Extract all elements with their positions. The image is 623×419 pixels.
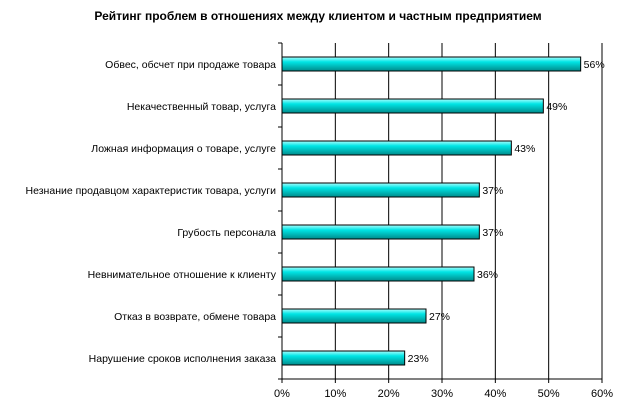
bar [281, 56, 582, 72]
category-label: Некачественный товар, услуга [127, 101, 276, 113]
chart-title: Рейтинг проблем в отношениях между клиен… [94, 9, 541, 23]
x-tick-label: 50% [538, 388, 560, 400]
category-labels: Обвес, обсчет при продаже товара Некачест… [26, 59, 277, 365]
x-tick-label: 10% [324, 388, 346, 400]
x-tick-label: 30% [431, 388, 453, 400]
category-label: Незнание продавцом характеристик товара,… [26, 185, 277, 197]
category-label: Обвес, обсчет при продаже товара [105, 59, 276, 71]
value-label: 36% [477, 269, 498, 281]
x-tick-label: 0% [274, 388, 290, 400]
value-label: 37% [482, 227, 503, 239]
bar [281, 140, 512, 156]
category-label: Отказ в возврате, обмене товара [114, 311, 276, 323]
bar [281, 98, 544, 114]
x-tick-labels: 0% 10% 20% 30% 40% 50% 60% [274, 388, 613, 400]
x-tick-label: 20% [378, 388, 400, 400]
category-label: Ложная информация о товаре, услуге [91, 143, 276, 155]
gridlines [281, 43, 603, 379]
value-label: 27% [429, 311, 450, 323]
bar [281, 224, 480, 240]
value-label: 43% [514, 143, 535, 155]
value-label: 37% [482, 185, 503, 197]
value-labels: 56% 49% 43% 37% 37% 36% 27% 23% [408, 59, 605, 365]
bar [281, 308, 427, 324]
bar [281, 350, 406, 366]
category-label: Грубость персонала [177, 227, 276, 239]
value-label: 49% [546, 101, 567, 113]
axes [278, 42, 603, 383]
value-label: 56% [584, 59, 605, 71]
x-tick-label: 60% [591, 388, 613, 400]
category-label: Нарушение сроков исполнения заказа [89, 353, 277, 365]
x-tick-label: 40% [484, 388, 506, 400]
bars [281, 56, 582, 366]
bar [281, 182, 480, 198]
value-label: 23% [408, 353, 429, 365]
category-label: Невнимательное отношение к клиенту [88, 269, 277, 281]
bar [281, 266, 475, 282]
